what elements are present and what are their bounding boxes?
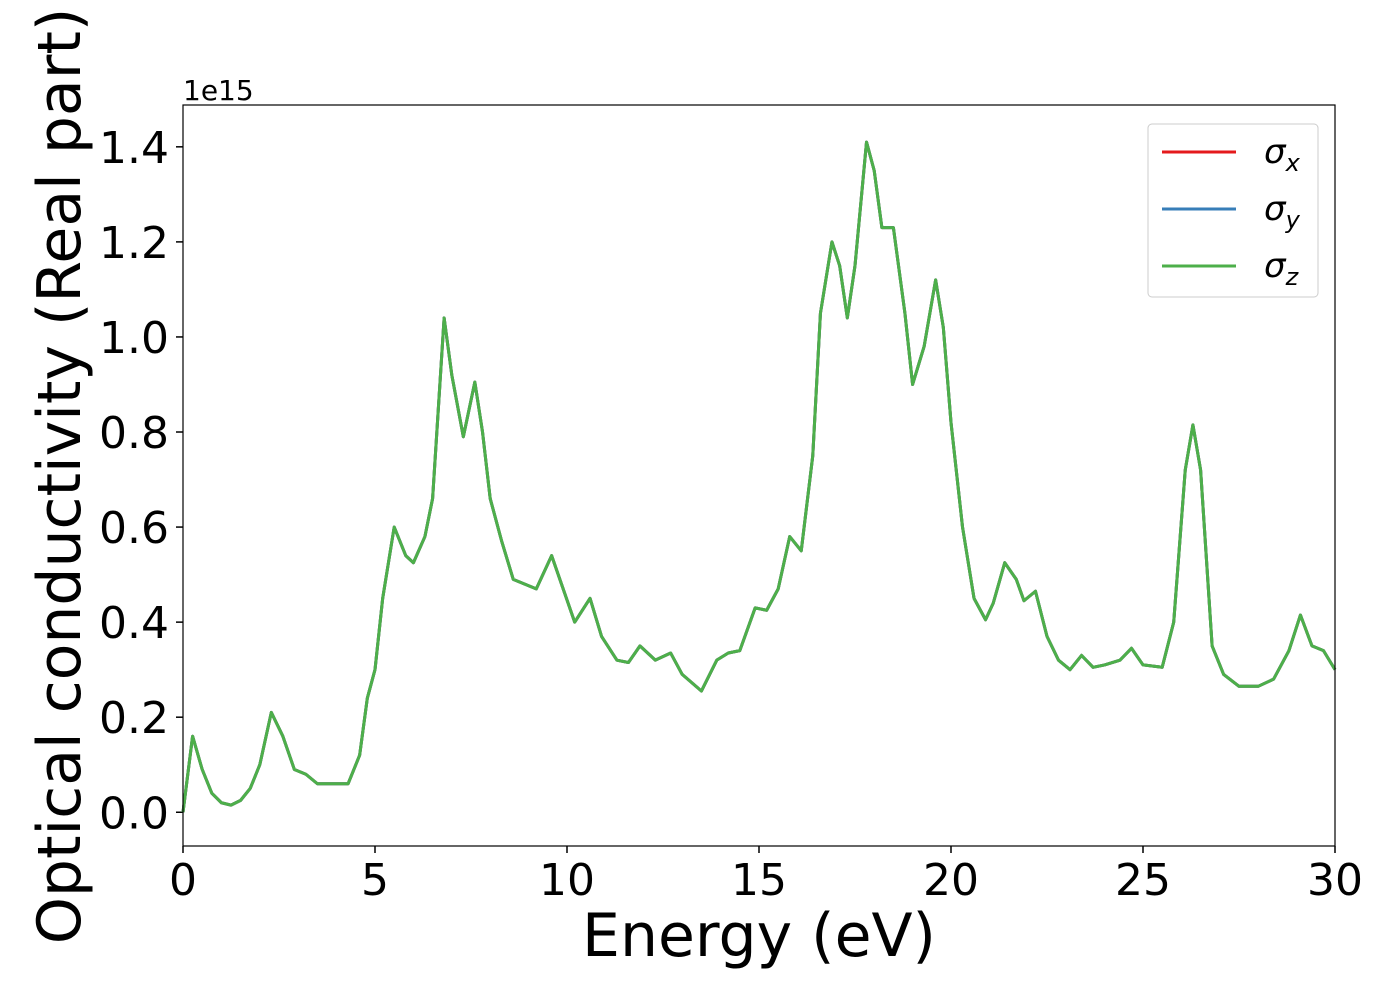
y-tick-label: 0.8 [99, 408, 169, 459]
x-tick-label: 10 [539, 855, 595, 906]
y-tick-label: 0.2 [99, 693, 169, 744]
line-series [181, 140, 1337, 813]
legend-label: σz [1264, 246, 1300, 291]
legend-label: σx [1264, 132, 1301, 177]
legend-label: σy [1264, 189, 1301, 234]
y-axis-label: Optical conductivity (Real part) [25, 8, 95, 945]
x-tick-label: 5 [361, 855, 389, 906]
x-tick-label: 15 [731, 855, 787, 906]
y-tick-label: 0.6 [99, 503, 169, 554]
x-tick-label: 30 [1307, 855, 1363, 906]
x-axis-label: Energy (eV) [582, 901, 936, 971]
x-tick-label: 0 [169, 855, 197, 906]
plot-frame [182, 104, 1336, 847]
y-offset-label: 1e15 [183, 74, 254, 107]
y-tick-label: 1.0 [99, 313, 169, 364]
y-tick-label: 0.0 [99, 788, 169, 839]
x-tick-label: 20 [923, 855, 979, 906]
x-tick-label: 25 [1115, 855, 1171, 906]
y-tick-label: 0.4 [99, 598, 169, 649]
y-tick-label: 1.2 [99, 218, 169, 269]
y-tick-label: 1.4 [99, 123, 169, 174]
